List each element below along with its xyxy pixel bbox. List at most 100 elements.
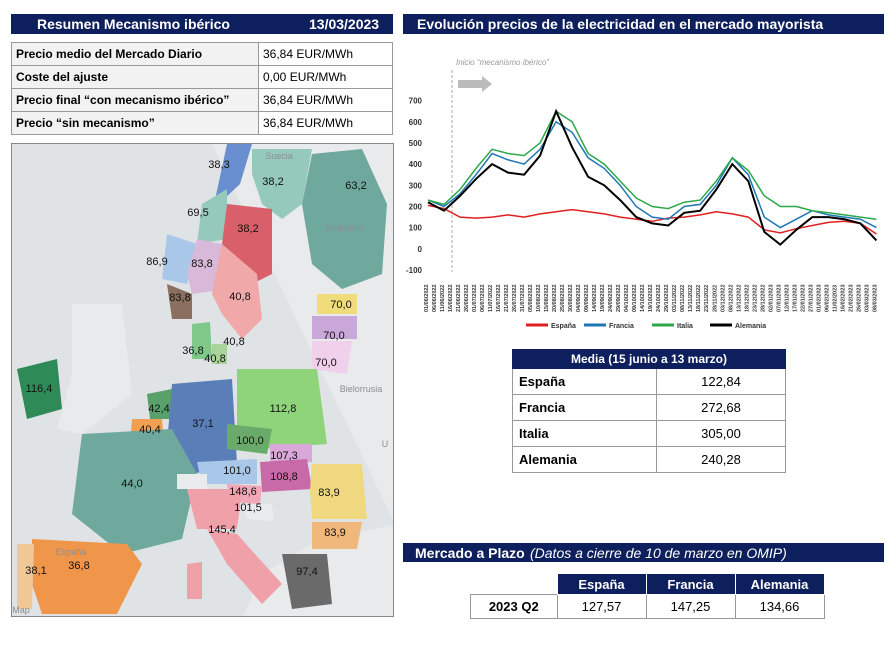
legend-label: Alemania [735,323,766,330]
region-lithuania [312,341,352,374]
x-tick-label: 23/12/2022 [752,284,758,312]
average-value: 122,84 [656,368,786,395]
region-sardinia [187,562,202,599]
map-price-label: 42,4 [148,403,170,415]
map-price-label: 37,1 [192,418,214,430]
price-chart: -100 0 100 200 300 400 500 600 700 Inicio “mecani… [400,40,885,340]
map-price-label: 44,0 [121,478,143,490]
x-tick-label: 24/10/2022 [656,284,662,312]
map-price-label: 148,6 [229,486,257,498]
x-tick-label: 05/08/2022 [528,284,534,312]
x-tick-label: 13/11/2022 [688,285,694,312]
region-france [72,429,197,554]
summary-header: Resumen Mecanismo ibérico 13/03/2023 [11,14,393,34]
summary-table: Precio medio del Mercado Diario 36,84 EUR… [11,42,393,135]
x-tick-label: 30/08/2022 [568,284,574,312]
futures-row-label: 2023 Q2 [470,594,558,619]
x-tick-label: 16/02/2023 [840,284,846,312]
futures-subtitle: (Datos a cierre de 10 de marzo en OMIP) [530,545,787,561]
map-shapes [17,144,393,616]
x-tick-label: 16/07/2022 [496,284,502,312]
region-spain [32,539,142,614]
region-denmark-west [192,322,212,359]
map-price-label: 38,2 [262,176,284,188]
x-tick-label: 21/02/2023 [848,284,854,312]
x-tick-label: 19/09/2022 [600,284,606,312]
futures-value: 134,66 [734,594,825,619]
map-country-name: Bielorrusia [339,384,383,394]
map-price-label: 107,3 [270,450,298,462]
average-country: Francia [512,394,657,421]
y-tick-label: 600 [409,118,423,127]
region-estonia [317,294,357,314]
x-tick-label: 06/02/2023 [824,284,830,312]
map-price-label: 40,4 [139,424,161,436]
x-tick-label: 25/08/2022 [560,284,566,312]
x-tick-label: 14/09/2022 [592,284,598,312]
region-sweden-north [252,149,312,219]
summary-value: 36,84 EUR/MWh [258,111,393,135]
map-price-label: 83,8 [191,258,213,270]
map-price-label: 69,5 [187,207,209,219]
x-tick-label: 29/09/2022 [616,284,622,312]
y-tick-label: 400 [409,160,423,169]
x-tick-label: 11/07/2022 [488,285,494,312]
x-tick-label: 08/11/2022 [680,285,686,312]
mechanism-annotation: Inicio “mecanismo ibérico” [456,58,549,67]
map-price-label: 70,0 [330,299,352,311]
map-price-label: 83,9 [318,487,340,499]
x-tick-label: 01/07/2022 [472,284,478,312]
futures-table: España Francia Alemania 2023 Q2 127,57 1… [470,573,825,619]
x-tick-label: 08/03/2023 [872,284,878,312]
average-country: España [512,368,657,395]
region-croatia [242,504,274,522]
region-hungary [260,459,312,492]
summary-label: Precio “sin mecanismo” [11,111,259,135]
x-tick-label: 16/06/2022 [448,284,454,312]
europe-price-map: 38,3 38,2 63,2 69,5 38,2 86,9 83,8 83,8 … [11,143,394,617]
x-tick-label: 20/08/2022 [552,284,558,312]
mechanism-arrow [458,76,493,92]
y-tick-label: 700 [409,97,423,106]
region-norway-south [167,284,192,319]
x-tick-label: 24/09/2022 [608,284,614,312]
map-price-label: 100,0 [236,435,264,447]
region-great-britain [57,304,132,434]
map-price-label: 38,3 [208,159,230,171]
x-tick-label: 04/10/2022 [624,284,630,312]
map-price-label: 112,8 [269,403,297,415]
x-tick-label: 09/10/2022 [632,284,638,312]
map-price-label: 101,0 [223,465,251,477]
average-value: 240,28 [656,446,786,473]
average-value: 305,00 [656,420,786,447]
x-tick-label: 17/01/2023 [792,284,798,312]
average-value: 272,68 [656,394,786,421]
summary-title: Resumen Mecanismo ibérico [37,16,230,32]
x-tick-label: 19/10/2022 [648,284,654,312]
summary-label: Precio final “con mecanismo ibérico” [11,88,259,112]
x-tick-label: 26/02/2023 [856,284,862,312]
x-tick-label: 04/09/2022 [576,284,582,312]
x-tick-label: 03/12/2022 [720,284,726,312]
x-tick-label: 28/12/2022 [760,284,766,312]
map-country-name: U [381,439,389,449]
x-tick-label: 01/02/2023 [816,284,822,312]
map-country-name: Suecia [265,151,293,161]
summary-value: 36,84 EUR/MWh [258,88,393,112]
map-price-label: 108,8 [270,471,298,483]
region-austria [197,459,257,484]
futures-row: 2023 Q2 127,57 147,25 134,66 [470,594,825,619]
x-tick-label: 07/01/2023 [776,284,782,312]
x-tick-label: 14/10/2022 [640,284,646,312]
map-price-label: 40,8 [223,336,245,348]
average-row: Francia 272,68 [512,394,786,421]
average-row: Alemania 240,28 [512,446,786,473]
region-sweden-mid [222,204,272,284]
region-latvia [312,316,357,339]
region-portugal [17,544,34,609]
series-line-españa [427,204,877,235]
chart-header: Evolución precios de la electricidad en … [403,14,884,34]
summary-row: Precio medio del Mercado Diario 36,84 EUR… [11,42,393,66]
map-price-label: 86,9 [146,256,168,268]
summary-value: 0,00 EUR/MWh [258,65,393,89]
